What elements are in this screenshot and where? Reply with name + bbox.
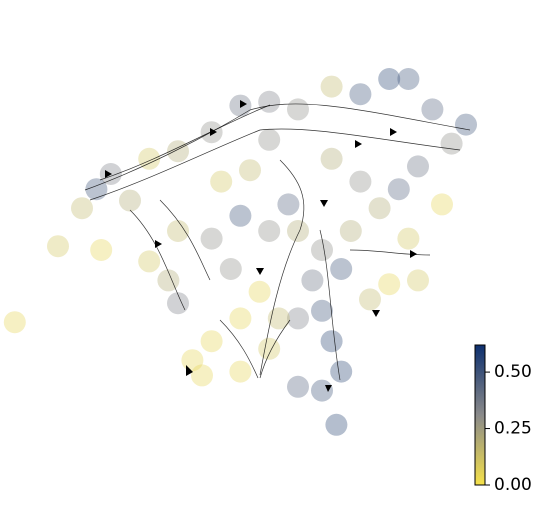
point — [287, 220, 309, 242]
point — [397, 227, 420, 250]
point — [219, 258, 242, 280]
point — [407, 269, 429, 292]
streamline — [99, 104, 271, 181]
point — [138, 147, 161, 170]
streamline — [219, 319, 259, 379]
streamline — [319, 229, 341, 381]
arrow — [372, 310, 380, 317]
streamline — [259, 229, 301, 376]
point — [181, 349, 204, 372]
point — [368, 197, 391, 220]
point — [47, 235, 69, 258]
colorbar-tick-label: 0.25 — [494, 419, 532, 439]
streamline — [129, 209, 186, 311]
arrow — [410, 250, 417, 258]
streamline — [279, 159, 305, 231]
point — [258, 128, 281, 151]
point — [339, 220, 362, 242]
point — [119, 189, 141, 212]
point — [167, 140, 189, 163]
arrow — [186, 365, 193, 376]
point — [330, 258, 353, 280]
point — [387, 178, 410, 201]
colorbar-tick-label: 0.50 — [494, 362, 532, 382]
streamlines — [84, 100, 471, 392]
arrow — [325, 385, 332, 392]
point — [200, 330, 223, 353]
point — [277, 193, 300, 216]
arrow — [105, 170, 112, 178]
point — [71, 197, 93, 220]
point — [320, 75, 343, 98]
arrow — [155, 240, 162, 248]
point — [229, 307, 252, 330]
point — [397, 68, 420, 90]
arrow — [320, 200, 328, 207]
point — [349, 170, 372, 193]
point — [239, 159, 261, 182]
point — [325, 413, 348, 436]
point — [229, 204, 252, 227]
point — [287, 375, 309, 398]
point — [200, 227, 223, 250]
point — [3, 311, 26, 334]
streamline — [349, 249, 431, 256]
point — [311, 299, 333, 322]
streamline — [159, 199, 211, 281]
point — [359, 288, 381, 311]
point — [210, 170, 233, 193]
point — [455, 113, 477, 136]
points-layer — [3, 68, 477, 436]
point — [258, 337, 281, 360]
point — [267, 307, 290, 330]
point — [191, 364, 213, 387]
point — [407, 155, 429, 178]
point — [311, 239, 333, 261]
point — [258, 90, 281, 113]
streamline — [89, 128, 461, 201]
point — [258, 220, 281, 242]
point — [167, 220, 189, 242]
point — [287, 307, 309, 330]
point — [138, 250, 161, 273]
colorbar-ticks: 0.00 0.25 0.50 — [485, 362, 532, 495]
point — [320, 330, 343, 353]
point — [90, 239, 113, 261]
point — [421, 98, 444, 121]
arrow — [240, 100, 247, 108]
point — [431, 193, 453, 216]
arrow — [256, 268, 264, 275]
point — [378, 68, 401, 90]
point — [378, 273, 401, 296]
arrow — [355, 140, 362, 148]
arrow — [210, 128, 217, 136]
point — [349, 83, 372, 106]
streamline — [84, 103, 471, 191]
colorbar — [474, 344, 486, 486]
point — [248, 280, 271, 303]
point — [311, 379, 333, 402]
point — [440, 132, 463, 155]
point — [330, 360, 353, 383]
point — [301, 269, 324, 292]
arrow — [390, 128, 397, 136]
streamline — [259, 319, 291, 379]
point — [167, 292, 189, 315]
colorbar-tick-label: 0.00 — [494, 475, 532, 495]
point — [320, 147, 343, 170]
point — [229, 360, 252, 383]
point — [157, 269, 180, 292]
point — [287, 98, 309, 121]
